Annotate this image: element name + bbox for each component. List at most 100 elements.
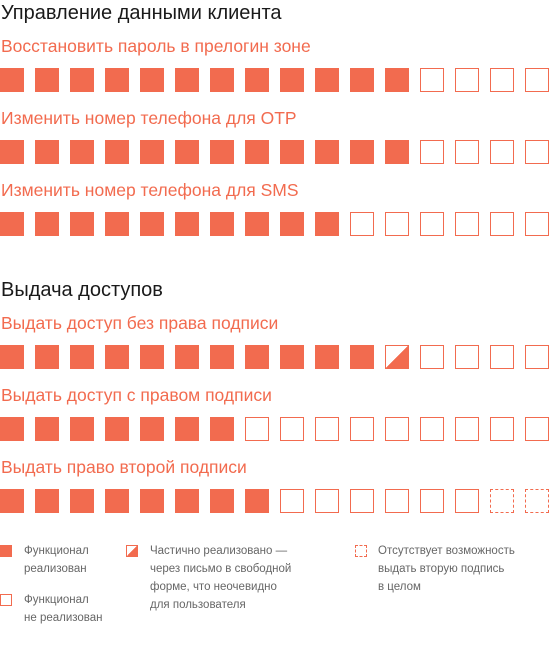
legend-text-partial: Частично реализовано — через письмо в св… [150, 545, 292, 611]
status-cell-full [105, 489, 129, 513]
item-title-access-no-sign: Выдать доступ без права подписи [1, 313, 279, 333]
status-cell-empty [455, 140, 479, 164]
status-cell-empty [280, 417, 304, 441]
status-cell-full [210, 68, 234, 92]
status-cell-full [210, 417, 234, 441]
status-cell-empty [490, 68, 514, 92]
status-cell-empty [455, 489, 479, 513]
status-cell-full [105, 212, 129, 236]
status-cell-full [140, 489, 164, 513]
status-cell-full [210, 489, 234, 513]
status-cell-full [350, 345, 374, 369]
status-cell-full [210, 212, 234, 236]
status-cell-empty [525, 417, 549, 441]
status-cell-full [140, 345, 164, 369]
status-cell-full [280, 68, 304, 92]
status-cell-full [315, 212, 339, 236]
status-cell-full [35, 68, 59, 92]
status-cell-full [35, 345, 59, 369]
status-cell-empty [455, 68, 479, 92]
status-cell-full [245, 140, 269, 164]
status-cell-full [175, 489, 199, 513]
status-cell-full [140, 212, 164, 236]
status-cell-empty [420, 68, 444, 92]
status-cell-full [105, 140, 129, 164]
status-cell-full [350, 140, 374, 164]
legend-swatch-absent [355, 545, 367, 557]
status-cell-full [175, 417, 199, 441]
status-cell-full [0, 212, 24, 236]
status-cell-empty [350, 489, 374, 513]
status-cell-empty [420, 212, 444, 236]
status-cell-full [70, 345, 94, 369]
status-cell-empty [315, 417, 339, 441]
status-cell-full [210, 140, 234, 164]
status-cell-full [350, 68, 374, 92]
status-cell-full [245, 212, 269, 236]
item-title-restore-password: Восстановить пароль в прелогин зоне [1, 36, 311, 56]
status-cell-full [385, 68, 409, 92]
item-title-second-sign: Выдать право второй подписи [1, 457, 247, 477]
status-cell-full [35, 140, 59, 164]
item-title-change-sms-phone: Изменить номер телефона для SMS [1, 180, 299, 200]
status-cell-full [210, 345, 234, 369]
legend-text-not-implemented: Функционал не реализован [24, 594, 103, 624]
status-cell-full [175, 345, 199, 369]
status-cell-full [315, 68, 339, 92]
status-cell-empty [490, 140, 514, 164]
status-cell-full [315, 345, 339, 369]
status-cell-empty [315, 489, 339, 513]
status-cell-full [175, 212, 199, 236]
status-cell-full [385, 140, 409, 164]
status-cell-empty [455, 345, 479, 369]
status-cell-empty [525, 68, 549, 92]
status-cell-full [245, 489, 269, 513]
status-cell-full [140, 140, 164, 164]
status-cell-empty [280, 489, 304, 513]
status-cell-partial [385, 345, 409, 369]
status-cell-full [175, 68, 199, 92]
status-cell-full [105, 345, 129, 369]
status-cell-absent [490, 489, 514, 513]
cell-row [0, 345, 550, 369]
status-cell-full [280, 140, 304, 164]
status-cell-empty [385, 212, 409, 236]
status-cell-empty [420, 345, 444, 369]
status-cell-empty [525, 212, 549, 236]
status-cell-full [245, 68, 269, 92]
status-cell-full [0, 345, 24, 369]
status-cell-empty [490, 212, 514, 236]
legend-swatch-partial [126, 545, 138, 557]
status-cell-empty [490, 417, 514, 441]
status-cell-empty [455, 212, 479, 236]
cell-row [0, 417, 550, 441]
item-title-change-otp-phone: Изменить номер телефона для OTP [1, 108, 297, 128]
status-cell-empty [350, 417, 374, 441]
status-cell-full [105, 68, 129, 92]
status-cell-full [140, 68, 164, 92]
status-cell-empty [490, 345, 514, 369]
status-cell-full [70, 140, 94, 164]
cell-row [0, 140, 550, 164]
legend-text-implemented: Функционал реализован [24, 545, 89, 575]
status-cell-full [140, 417, 164, 441]
status-cell-full [280, 345, 304, 369]
status-cell-full [70, 489, 94, 513]
cell-row [0, 212, 550, 236]
status-cell-full [70, 417, 94, 441]
status-cell-full [175, 140, 199, 164]
status-cell-empty [420, 140, 444, 164]
status-cell-full [0, 417, 24, 441]
status-cell-empty [385, 417, 409, 441]
cell-row [0, 68, 550, 92]
status-cell-empty [525, 140, 549, 164]
status-cell-full [70, 68, 94, 92]
status-cell-full [70, 212, 94, 236]
status-cell-empty [420, 417, 444, 441]
status-cell-full [0, 140, 24, 164]
status-cell-absent [525, 489, 549, 513]
section-title-client-data: Управление данными клиента [1, 2, 282, 24]
status-cell-full [245, 345, 269, 369]
status-cell-full [35, 417, 59, 441]
status-cell-full [0, 489, 24, 513]
